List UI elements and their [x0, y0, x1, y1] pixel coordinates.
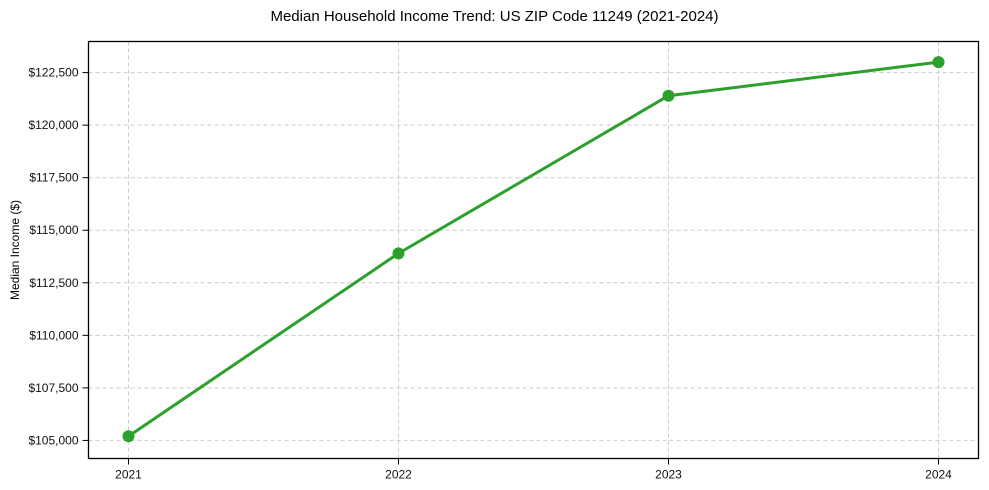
- x-tick-label: 2024: [925, 468, 952, 482]
- y-tick-label: $112,500: [29, 276, 78, 290]
- plot-border: [87, 40, 980, 460]
- x-tick-label: 2021: [115, 468, 142, 482]
- y-tick-label: $105,000: [28, 433, 78, 447]
- data-point: [122, 430, 135, 443]
- data-point: [392, 247, 405, 260]
- trend-line: [127, 60, 940, 438]
- y-tick-label: $115,000: [29, 223, 78, 237]
- x-tick-label: 2023: [655, 468, 682, 482]
- y-tick-label: $110,000: [29, 328, 78, 342]
- y-tick-label: $120,000: [28, 118, 78, 132]
- y-tick-label: $117,500: [29, 171, 78, 185]
- data-point: [932, 56, 945, 69]
- chart-title: Median Household Income Trend: US ZIP Co…: [270, 8, 719, 25]
- x-tick-label: 2022: [385, 468, 412, 482]
- y-tick-label: $107,500: [28, 381, 78, 395]
- y-tick-label: $122,500: [28, 66, 78, 80]
- data-point: [662, 89, 675, 102]
